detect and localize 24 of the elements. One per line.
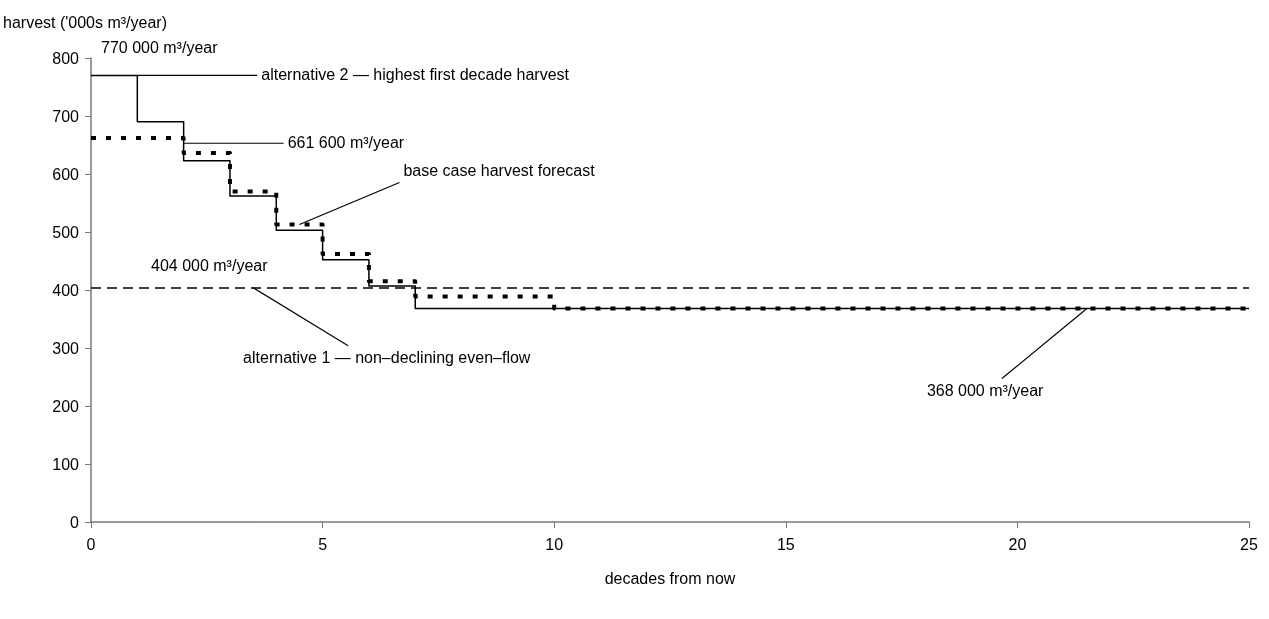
y-tick-label: 400 xyxy=(52,281,80,299)
y-tick-label: 0 xyxy=(70,513,80,531)
annotation: alternative 1 — non–declining even–flow xyxy=(243,349,531,367)
ref-line-label: 404 000 m³/year xyxy=(151,257,269,275)
y-tick-label: 500 xyxy=(52,223,80,241)
y-tick-label: 300 xyxy=(52,339,80,357)
y-tick-label: 700 xyxy=(52,107,80,125)
x-tick-label: 10 xyxy=(545,535,564,553)
y-tick-label: 800 xyxy=(52,49,80,67)
annotation: 661 600 m³/year xyxy=(287,133,405,151)
y-tick-label: 600 xyxy=(52,165,80,183)
annotation: 770 000 m³/year xyxy=(101,38,219,56)
x-tick-label: 0 xyxy=(86,535,96,553)
x-tick-label: 25 xyxy=(1240,535,1258,553)
annotation: 368 000 m³/year xyxy=(926,382,1045,400)
annotation: alternative 2 — highest first decade harvest xyxy=(261,65,570,83)
x-tick-label: 20 xyxy=(1008,535,1027,553)
annotation: base case harvest forecast xyxy=(403,161,596,179)
x-tick-label: 5 xyxy=(318,535,328,553)
y-axis-title: harvest ('000s m³/year) xyxy=(3,13,167,31)
x-axis-title: decades from now xyxy=(604,569,736,587)
y-tick-label: 200 xyxy=(52,397,80,415)
y-tick-label: 100 xyxy=(52,455,80,473)
x-tick-label: 15 xyxy=(776,535,795,553)
